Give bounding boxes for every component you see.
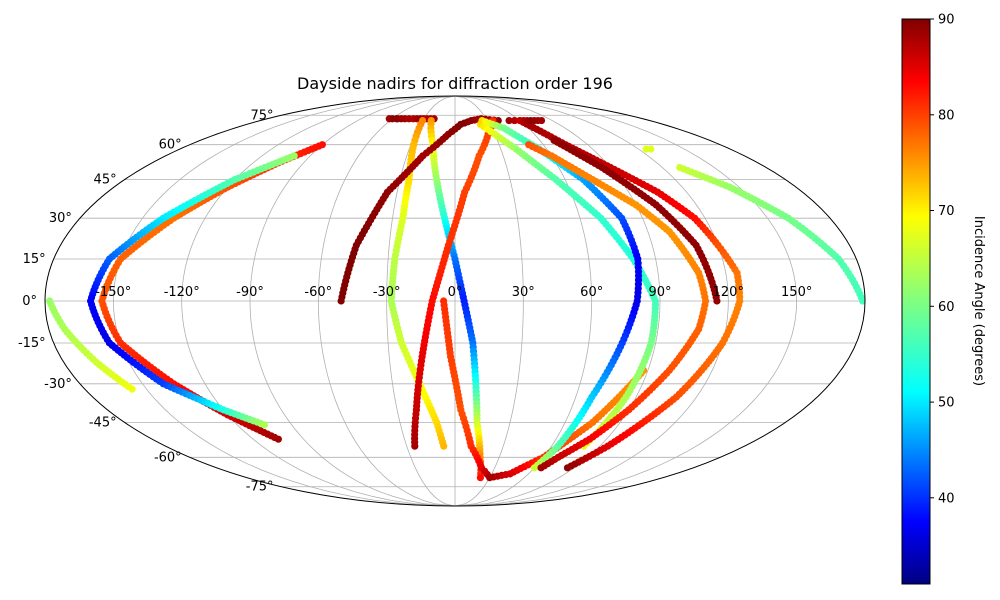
latitude-tick-label: 60° [159,138,182,153]
latitude-tick-label: 45° [94,173,117,188]
colorbar-tick-label: 90 [938,13,955,28]
latitude-tick-label: 15° [23,252,46,267]
data-point [260,421,268,429]
colorbar-label: Incidence Angle (degrees) [971,216,986,386]
longitude-gridline [112,96,456,506]
longitude-gridline [454,96,798,506]
longitude-tick-label: 90° [648,285,671,300]
data-point [713,297,721,305]
latitude-tick-labels: -75° -60° -45° -30° -15° 0° 15° 30° 45° 60° 75° [18,108,274,494]
colorbar-tick-label: 60 [938,300,955,315]
longitude-gridline [181,96,456,506]
longitude-tick-label: -30° [373,285,401,300]
latitude-tick-label: -60° [154,450,182,465]
data-point [274,435,282,443]
longitude-tick-labels: -150° -120° -90° -60° -30° 0° 30° 60° 90° 120° 150… [95,285,812,300]
longitude-gridline [454,96,729,506]
data-point [537,116,546,125]
data-point [128,385,136,393]
data-point [647,145,655,153]
data-point [440,442,448,450]
longitude-tick-label: 60° [580,285,603,300]
scatter-points [45,115,865,482]
latitude-tick-label: -75° [246,480,274,495]
map-boundary [44,95,866,507]
colorbar-tick-label: 80 [938,108,955,123]
longitude-tick-label: -150° [95,285,131,300]
longitude-gridline [317,96,456,506]
latitude-tick-label: 75° [250,108,273,123]
longitude-tick-label: -120° [164,285,200,300]
latitude-tick-label: -45° [89,415,117,430]
data-point [537,464,545,472]
colorbar-gradient [901,18,931,585]
colorbar-tick-label: 70 [938,204,955,219]
chart-title: Dayside nadirs for diffraction order 196 [297,74,613,93]
latitude-tick-label: -30° [44,377,72,392]
longitude-tick-label: -60° [304,285,332,300]
data-point [530,464,539,472]
longitude-tick-label: 120° [713,285,744,300]
data-point [505,116,513,125]
data-point [563,464,572,472]
colorbar-tick-label: 40 [938,491,955,506]
colorbar: 40 50 60 70 80 90 Incidence Angle (degrees) [901,13,986,585]
colorbar-ticks: 40 50 60 70 80 90 [930,13,955,506]
longitude-tick-label: 30° [512,285,535,300]
latitude-tick-label: -15° [18,336,46,351]
longitude-gridline [454,96,524,506]
longitude-tick-label: 150° [781,285,812,300]
latitude-tick-label: 0° [22,294,37,309]
data-point [476,474,485,482]
colorbar-tick-label: 50 [938,396,955,411]
longitude-tick-label: 0° [448,285,463,300]
longitude-tick-label: -90° [236,285,264,300]
latitude-tick-label: 30° [49,211,72,226]
data-point [510,116,519,125]
